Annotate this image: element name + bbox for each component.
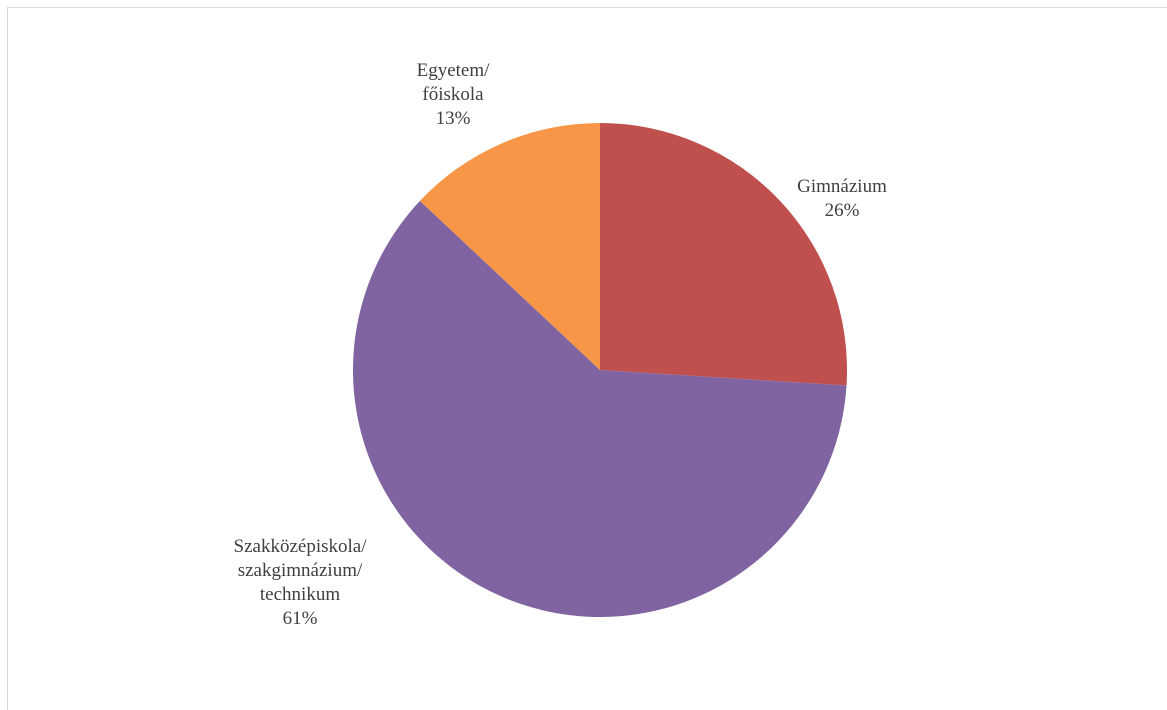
data-label-szakkozepiskola: Szakközépiskola/szakgimnázium/technikum 6… (234, 536, 368, 629)
data-label-egyetem: Egyetem/főiskola 13% (417, 60, 491, 129)
data-label-gimnazium: Gimnázium 26% (797, 176, 887, 221)
pie-slice-gimnazium (600, 123, 847, 386)
data-labels: Gimnázium 26% Szakközépiskola/szakgimnáziu… (234, 60, 888, 629)
pie-slice-szakkozepiskola (352, 200, 847, 618)
pie-slices (352, 123, 847, 618)
pie-slice-egyetem (419, 123, 600, 370)
